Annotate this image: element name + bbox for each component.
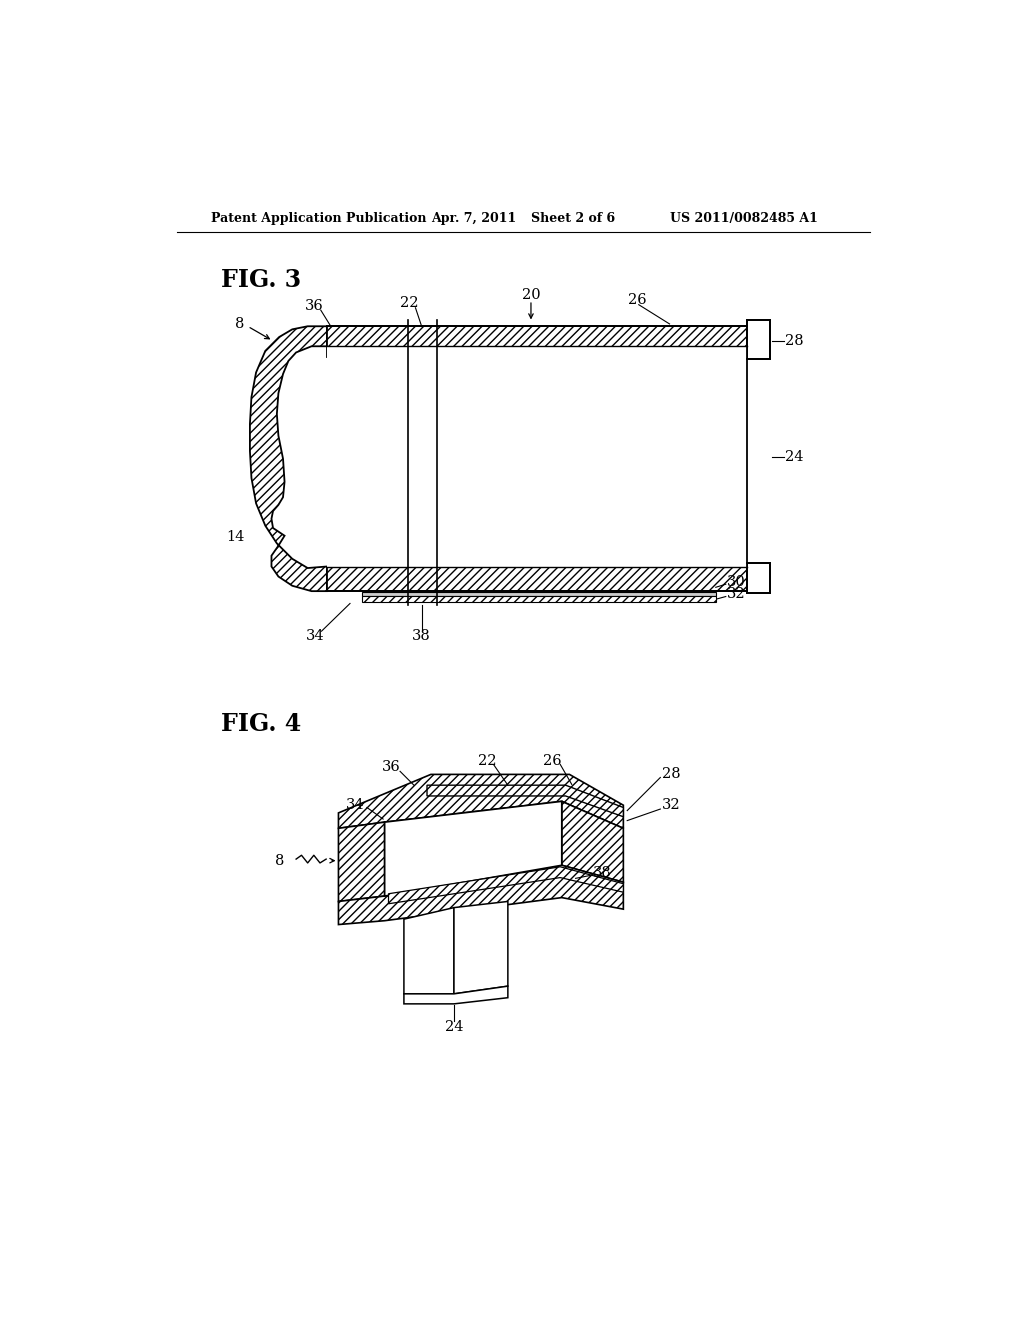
- Polygon shape: [339, 866, 624, 924]
- Text: 36: 36: [382, 760, 400, 774]
- Text: 22: 22: [478, 754, 497, 767]
- Text: 14: 14: [226, 531, 245, 544]
- Text: 20: 20: [521, 289, 541, 302]
- Polygon shape: [403, 986, 508, 1003]
- Text: 38: 38: [413, 628, 431, 643]
- Text: Patent Application Publication: Patent Application Publication: [211, 213, 427, 224]
- Polygon shape: [361, 595, 716, 602]
- Text: 38: 38: [593, 866, 611, 880]
- Polygon shape: [562, 801, 624, 882]
- Text: 30: 30: [727, 576, 746, 589]
- Text: Apr. 7, 2011: Apr. 7, 2011: [431, 213, 516, 224]
- Polygon shape: [327, 346, 746, 566]
- Text: 22: 22: [400, 296, 419, 310]
- Text: 28: 28: [662, 767, 681, 781]
- Polygon shape: [250, 326, 327, 591]
- Polygon shape: [403, 908, 454, 994]
- Polygon shape: [427, 785, 624, 817]
- Text: FIG. 3: FIG. 3: [221, 268, 301, 292]
- Text: 34: 34: [346, 799, 365, 812]
- Text: 24: 24: [444, 1020, 463, 1034]
- Text: 36: 36: [304, 300, 324, 313]
- Text: 34: 34: [306, 628, 325, 643]
- Polygon shape: [746, 562, 770, 594]
- Polygon shape: [746, 321, 770, 359]
- Polygon shape: [339, 822, 385, 902]
- Polygon shape: [388, 867, 624, 904]
- Text: 32: 32: [727, 587, 745, 601]
- Polygon shape: [454, 902, 508, 994]
- Polygon shape: [339, 775, 624, 829]
- Text: 26: 26: [543, 754, 562, 767]
- Text: 28: 28: [785, 334, 804, 348]
- Text: 8: 8: [275, 854, 285, 867]
- Polygon shape: [385, 801, 562, 896]
- Text: 8: 8: [236, 317, 245, 331]
- Polygon shape: [361, 591, 716, 595]
- Polygon shape: [327, 326, 746, 358]
- Text: 26: 26: [628, 293, 646, 308]
- Text: FIG. 4: FIG. 4: [221, 713, 302, 737]
- Text: Sheet 2 of 6: Sheet 2 of 6: [531, 213, 615, 224]
- Text: US 2011/0082485 A1: US 2011/0082485 A1: [670, 213, 817, 224]
- Text: 32: 32: [662, 799, 681, 812]
- Polygon shape: [327, 566, 746, 591]
- Text: 24: 24: [785, 450, 804, 465]
